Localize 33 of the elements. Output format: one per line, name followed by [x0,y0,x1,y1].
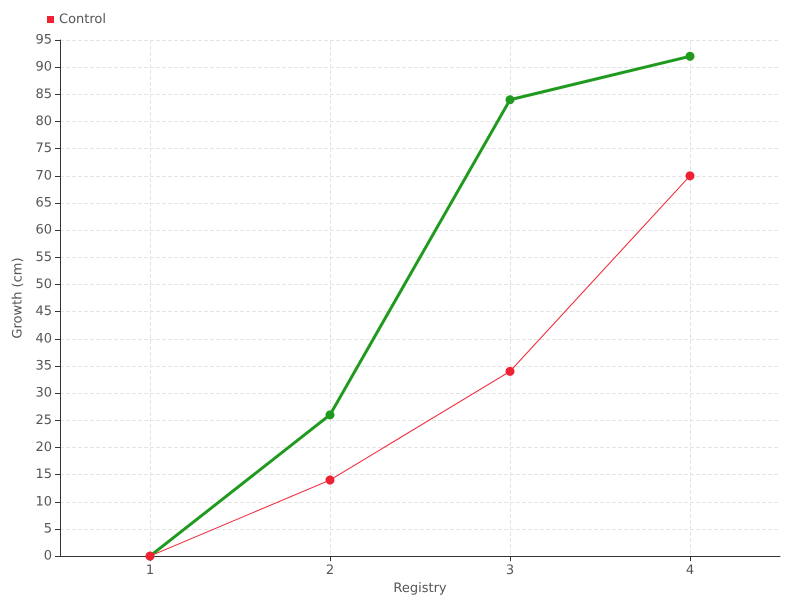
point [686,171,694,180]
y-tick-label: 70 [35,168,52,184]
y-tick-label: 40 [35,331,52,346]
y-tick-label: 85 [35,86,52,102]
y-tick-label: 25 [35,412,52,428]
y-tick-label: 60 [35,222,52,238]
y-tick-label: 65 [35,195,52,210]
point [506,366,514,376]
y-tick-label: 80 [35,114,52,129]
y-tick-label: 45 [35,304,52,320]
point [326,476,334,485]
y-tick-label: 95 [35,32,52,48]
y-tick-label: 75 [35,141,52,156]
point [506,95,514,104]
y-tick-label: 55 [35,250,52,265]
x-axis-title: Registry [393,581,447,596]
point [326,410,334,420]
x-tick-label: 3 [506,563,514,578]
x-tick-label: 2 [326,563,334,578]
x-tick-label: 4 [686,563,694,578]
y-tick-label: 10 [35,494,52,510]
y-tick-label: 90 [35,60,52,75]
legend-label: Control [59,12,106,27]
y-tick-label: 0 [44,548,52,564]
point [686,52,694,61]
y-axis-title: Growth (cm) [10,257,26,339]
y-tick-label: 5 [44,521,52,536]
y-tick-label: 35 [35,358,52,374]
y-tick-label: 30 [35,386,52,401]
y-tick-label: 15 [35,467,52,482]
y-tick-label: 20 [35,440,52,455]
y-tick-label: 50 [35,276,52,292]
x-tick-label: 1 [146,563,154,578]
